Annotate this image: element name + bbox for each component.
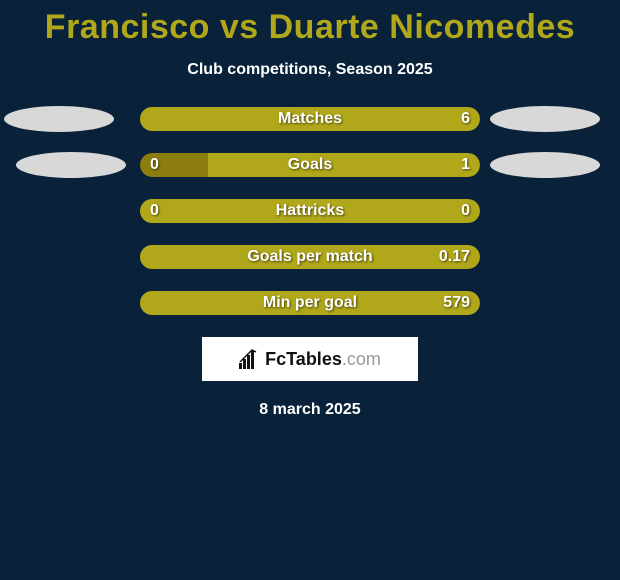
stat-label: Matches <box>140 107 480 131</box>
logo-box: FcTables.com <box>202 337 418 381</box>
date-text: 8 march 2025 <box>0 401 620 419</box>
stat-row: 0Hattricks0 <box>0 199 620 223</box>
stat-row: Min per goal579 <box>0 291 620 315</box>
stat-bar: 0Hattricks0 <box>140 199 480 223</box>
stat-bar: Matches6 <box>140 107 480 131</box>
logo-text: FcTables.com <box>265 349 381 370</box>
stat-value-right: 0 <box>461 199 470 223</box>
stat-label: Goals <box>140 153 480 177</box>
stat-row: 0Goals1 <box>0 153 620 177</box>
stat-value-right: 579 <box>443 291 470 315</box>
stat-bar: Goals per match0.17 <box>140 245 480 269</box>
stat-bar: Min per goal579 <box>140 291 480 315</box>
player-ellipse-right <box>490 152 600 178</box>
stat-value-right: 6 <box>461 107 470 131</box>
player-ellipse-left <box>16 152 126 178</box>
comparison-chart: Matches60Goals10Hattricks0Goals per matc… <box>0 107 620 315</box>
logo-name: FcTables <box>265 349 342 369</box>
stat-row: Matches6 <box>0 107 620 131</box>
player-ellipse-left <box>4 106 114 132</box>
chart-bars-icon <box>239 349 261 369</box>
stat-label: Hattricks <box>140 199 480 223</box>
stat-bar: 0Goals1 <box>140 153 480 177</box>
stat-label: Min per goal <box>140 291 480 315</box>
stat-value-right: 1 <box>461 153 470 177</box>
stat-label: Goals per match <box>140 245 480 269</box>
stat-row: Goals per match0.17 <box>0 245 620 269</box>
stat-value-right: 0.17 <box>439 245 470 269</box>
page-title: Francisco vs Duarte Nicomedes <box>0 8 620 47</box>
logo-suffix: .com <box>342 349 381 369</box>
player-ellipse-right <box>490 106 600 132</box>
subtitle: Club competitions, Season 2025 <box>0 61 620 79</box>
